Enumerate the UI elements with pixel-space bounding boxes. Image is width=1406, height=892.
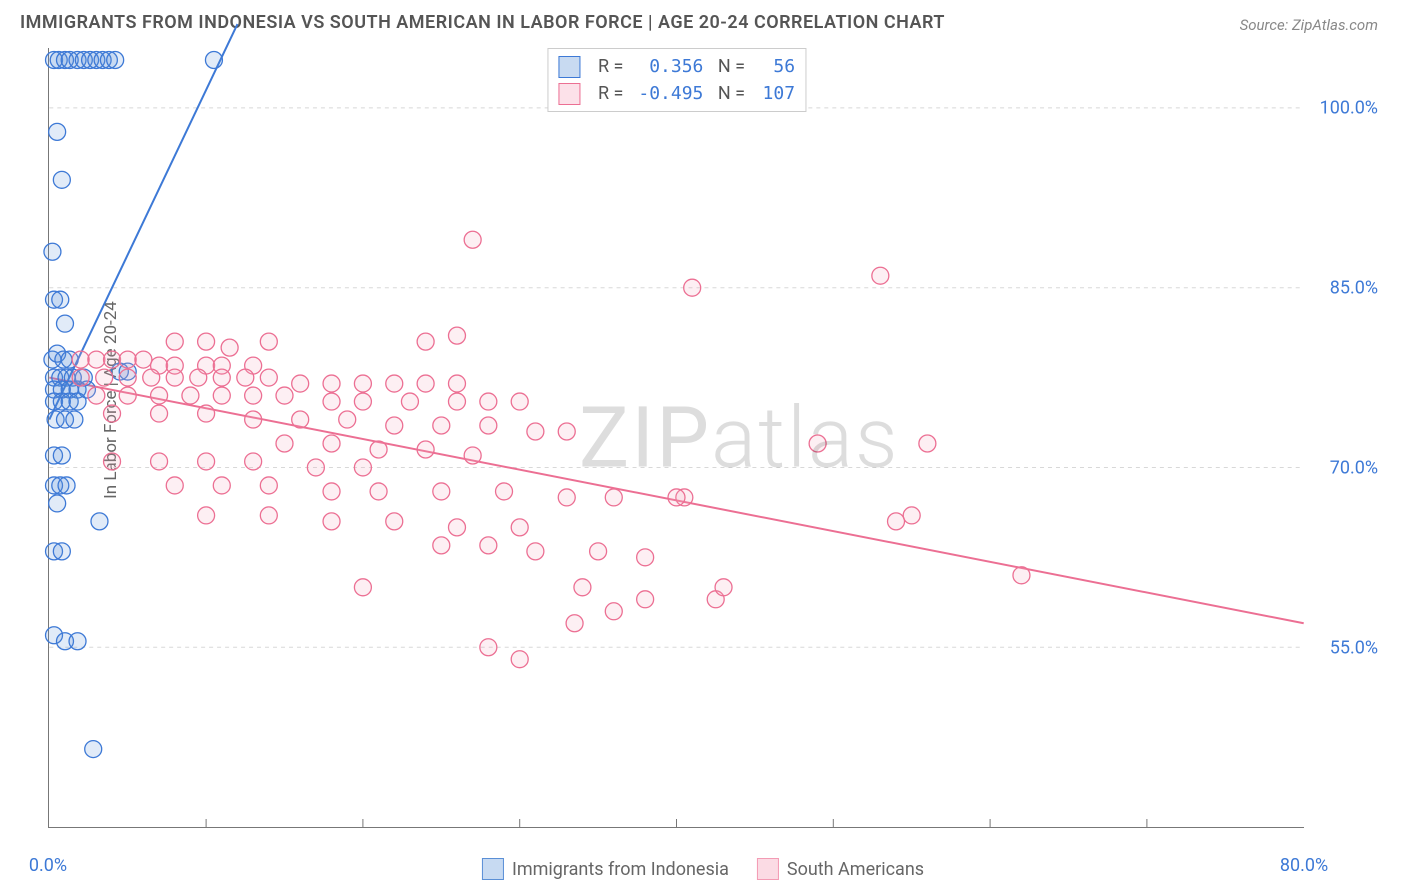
correlation-legend: R = 0.356 N = 56 R = -0.495 N = 107 xyxy=(547,48,806,112)
y-tick-label: 55.0% xyxy=(1330,638,1378,659)
legend-swatch-indonesia xyxy=(482,858,504,880)
corr-swatch-southamerican xyxy=(558,83,580,105)
legend-label-indonesia: Immigrants from Indonesia xyxy=(512,859,729,880)
corr-r-indonesia: 0.356 xyxy=(633,53,703,80)
plot-area: ZIPatlas R = 0.356 N = 56 R = -0.495 N =… xyxy=(48,48,1304,828)
x-tick-label: 80.0% xyxy=(1280,855,1328,876)
chart-title: IMMIGRANTS FROM INDONESIA VS SOUTH AMERI… xyxy=(20,12,945,33)
corr-row-southamerican: R = -0.495 N = 107 xyxy=(558,80,795,107)
y-tick-label: 100.0% xyxy=(1320,98,1378,119)
source-attribution: Source: ZipAtlas.com xyxy=(1240,16,1378,34)
corr-n-southamerican: 107 xyxy=(755,80,795,107)
bottom-legend: Immigrants from Indonesia South American… xyxy=(482,858,924,880)
y-tick-label: 85.0% xyxy=(1330,278,1378,299)
legend-item-indonesia: Immigrants from Indonesia xyxy=(482,858,729,880)
legend-label-southamerican: South Americans xyxy=(787,859,924,880)
corr-row-indonesia: R = 0.356 N = 56 xyxy=(558,53,795,80)
legend-swatch-southamerican xyxy=(757,858,779,880)
corr-n-indonesia: 56 xyxy=(755,53,795,80)
y-tick-label: 70.0% xyxy=(1330,458,1378,479)
x-tick-label: 0.0% xyxy=(29,855,67,876)
corr-r-southamerican: -0.495 xyxy=(633,80,703,107)
scatter-plot-svg xyxy=(49,48,1304,827)
legend-item-southamerican: South Americans xyxy=(757,858,924,880)
corr-swatch-indonesia xyxy=(558,56,580,78)
